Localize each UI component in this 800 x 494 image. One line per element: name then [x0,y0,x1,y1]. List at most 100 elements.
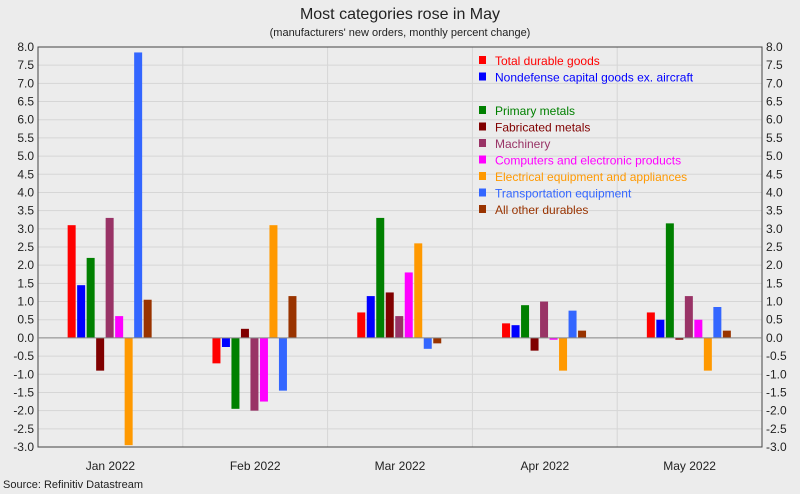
y-tick-label-left: -2.5 [13,422,34,436]
y-tick-label-left: 5.5 [17,131,34,145]
bar [521,305,530,338]
y-tick-label-right: 3.0 [766,222,783,236]
y-tick-label-right: 0.5 [766,313,783,327]
y-tick-label-right: 2.5 [766,240,783,254]
bar [675,337,684,340]
y-tick-label-left: 4.0 [17,185,34,199]
y-tick-label-left: -3.0 [13,440,34,454]
bar [433,337,442,344]
legend-label: Nondefense capital goods ex. aircraft [495,71,694,85]
y-tick-label-right: 5.5 [766,131,783,145]
y-tick-label-right: 2.0 [766,258,783,272]
bar [250,337,259,411]
y-tick-label-right: 6.0 [766,113,783,127]
bar [96,337,105,371]
bar [67,225,76,338]
y-tick-label-left: 0.5 [17,313,34,327]
legend-label: Electrical equipment and appliances [495,170,687,184]
bar [259,337,268,402]
bar [423,337,432,349]
bar [722,330,731,338]
bar [221,337,230,347]
bar [540,301,549,338]
y-tick-label-right: 6.5 [766,95,783,109]
y-tick-label-right: 0.0 [766,331,783,345]
legend-swatch [479,122,486,131]
bar [124,337,133,446]
y-tick-label-right: -0.5 [766,349,787,363]
y-tick-label-right: 5.0 [766,149,783,163]
plot-area: -3.0 -3.0 -2.5 -2.5 -2.0 -2.0 -1.5 -1.5 -1.0 -1.0… [13,40,787,473]
bar [656,319,665,338]
y-tick-label-left: -0.5 [13,349,34,363]
legend-label: Computers and electronic products [495,154,681,168]
y-tick-label-right: 3.5 [766,204,783,218]
y-tick-label-left: 2.5 [17,240,34,254]
bar [231,337,240,409]
bar [530,337,539,351]
legend-swatch [479,56,486,64]
bar [86,257,95,338]
bar [502,323,511,338]
bar [288,296,297,338]
legend-label: Fabricated metals [495,121,590,135]
bar [115,316,124,338]
y-tick-label-left: 5.0 [17,149,34,163]
y-tick-label-right: 1.0 [766,295,783,309]
y-tick-label-left: 8.0 [17,40,34,54]
y-tick-label-right: -1.5 [766,385,787,399]
bar [694,319,703,338]
bar [646,312,655,338]
legend-label: Machinery [495,137,550,151]
source-note: Source: Refinitiv Datastream [3,479,143,491]
y-tick-label-right: -1.0 [766,367,787,381]
y-tick-label-right: 7.0 [766,76,783,90]
legend-swatch [479,139,486,147]
bar [212,337,221,364]
x-tick-label: Apr 2022 [520,459,569,473]
bar [684,296,693,338]
legend-swatch [479,172,486,180]
legend-label: Total durable goods [495,54,600,68]
chart-title: Most categories rose in May [300,6,500,23]
bar [143,299,152,338]
bar [366,296,375,338]
bar [278,337,287,391]
y-tick-label-left: 7.0 [17,76,34,90]
x-tick-label: Mar 2022 [375,459,426,473]
legend-label: Primary metals [495,104,575,118]
legend-label: Transportation equipment [495,187,632,201]
y-tick-label-left: 1.5 [17,276,34,290]
bar [568,310,577,338]
y-tick-label-left: 4.5 [17,167,34,181]
bar [376,217,385,338]
y-tick-label-right: -2.0 [766,404,787,418]
bar [269,225,278,338]
chart-subtitle: (manufacturers' new orders, monthly perc… [270,27,531,39]
bar [703,337,712,371]
legend-swatch [479,155,486,164]
y-tick-label-right: 1.5 [766,276,783,290]
legend-label: All other durables [495,203,588,217]
bar [665,223,674,338]
y-tick-label-left: 0.0 [17,331,34,345]
legend-swatch [479,72,486,81]
bar [559,337,568,371]
bar [578,330,587,338]
y-tick-label-left: 3.5 [17,204,34,218]
y-tick-label-left: -1.5 [13,385,34,399]
bar [240,328,249,338]
bar [134,52,143,338]
legend-swatch [479,205,486,213]
y-tick-label-right: -2.5 [766,422,787,436]
y-tick-label-right: 4.5 [766,167,783,181]
bar [414,243,423,338]
bar [385,292,394,338]
x-tick-label: Feb 2022 [230,459,281,473]
bar [511,325,520,338]
x-tick-label: Jan 2022 [86,459,136,473]
bar [105,217,114,338]
y-tick-label-left: -1.0 [13,367,34,381]
y-tick-label-left: 3.0 [17,222,34,236]
y-tick-label-right: 8.0 [766,40,783,54]
